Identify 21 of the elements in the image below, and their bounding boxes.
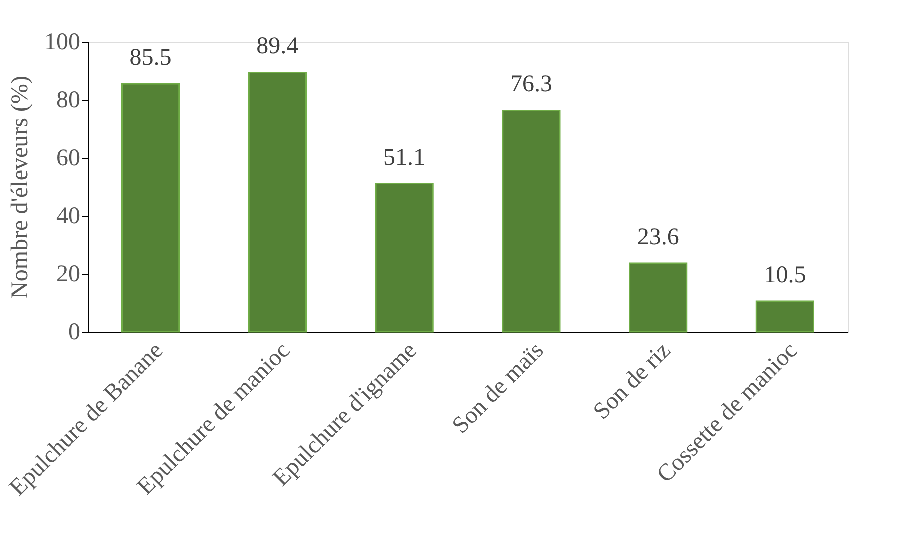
x-tick-label: Son de maïs (448, 338, 550, 440)
data-label: 10.5 (764, 262, 806, 289)
x-tick-label: Son de riz (588, 338, 676, 425)
bar (502, 110, 561, 333)
bar (375, 183, 434, 333)
y-tick-label: 80 (56, 88, 80, 114)
data-label: 51.1 (384, 144, 426, 171)
data-label: 85.5 (130, 45, 172, 72)
data-label: 23.6 (637, 224, 680, 251)
y-tick-label: 100 (44, 30, 80, 56)
y-tick-label: 60 (56, 146, 80, 172)
bar (756, 300, 814, 333)
y-tick-label: 40 (56, 204, 80, 230)
data-label: 76.3 (510, 72, 552, 98)
bar (122, 83, 180, 333)
bar (248, 72, 307, 333)
bar (629, 262, 688, 333)
y-axis-title: Nombre d'éleveurs (%) (8, 76, 34, 299)
y-tick-label: 20 (56, 262, 80, 288)
data-label: 89.4 (256, 34, 299, 60)
y-tick-label: 0 (68, 320, 80, 346)
